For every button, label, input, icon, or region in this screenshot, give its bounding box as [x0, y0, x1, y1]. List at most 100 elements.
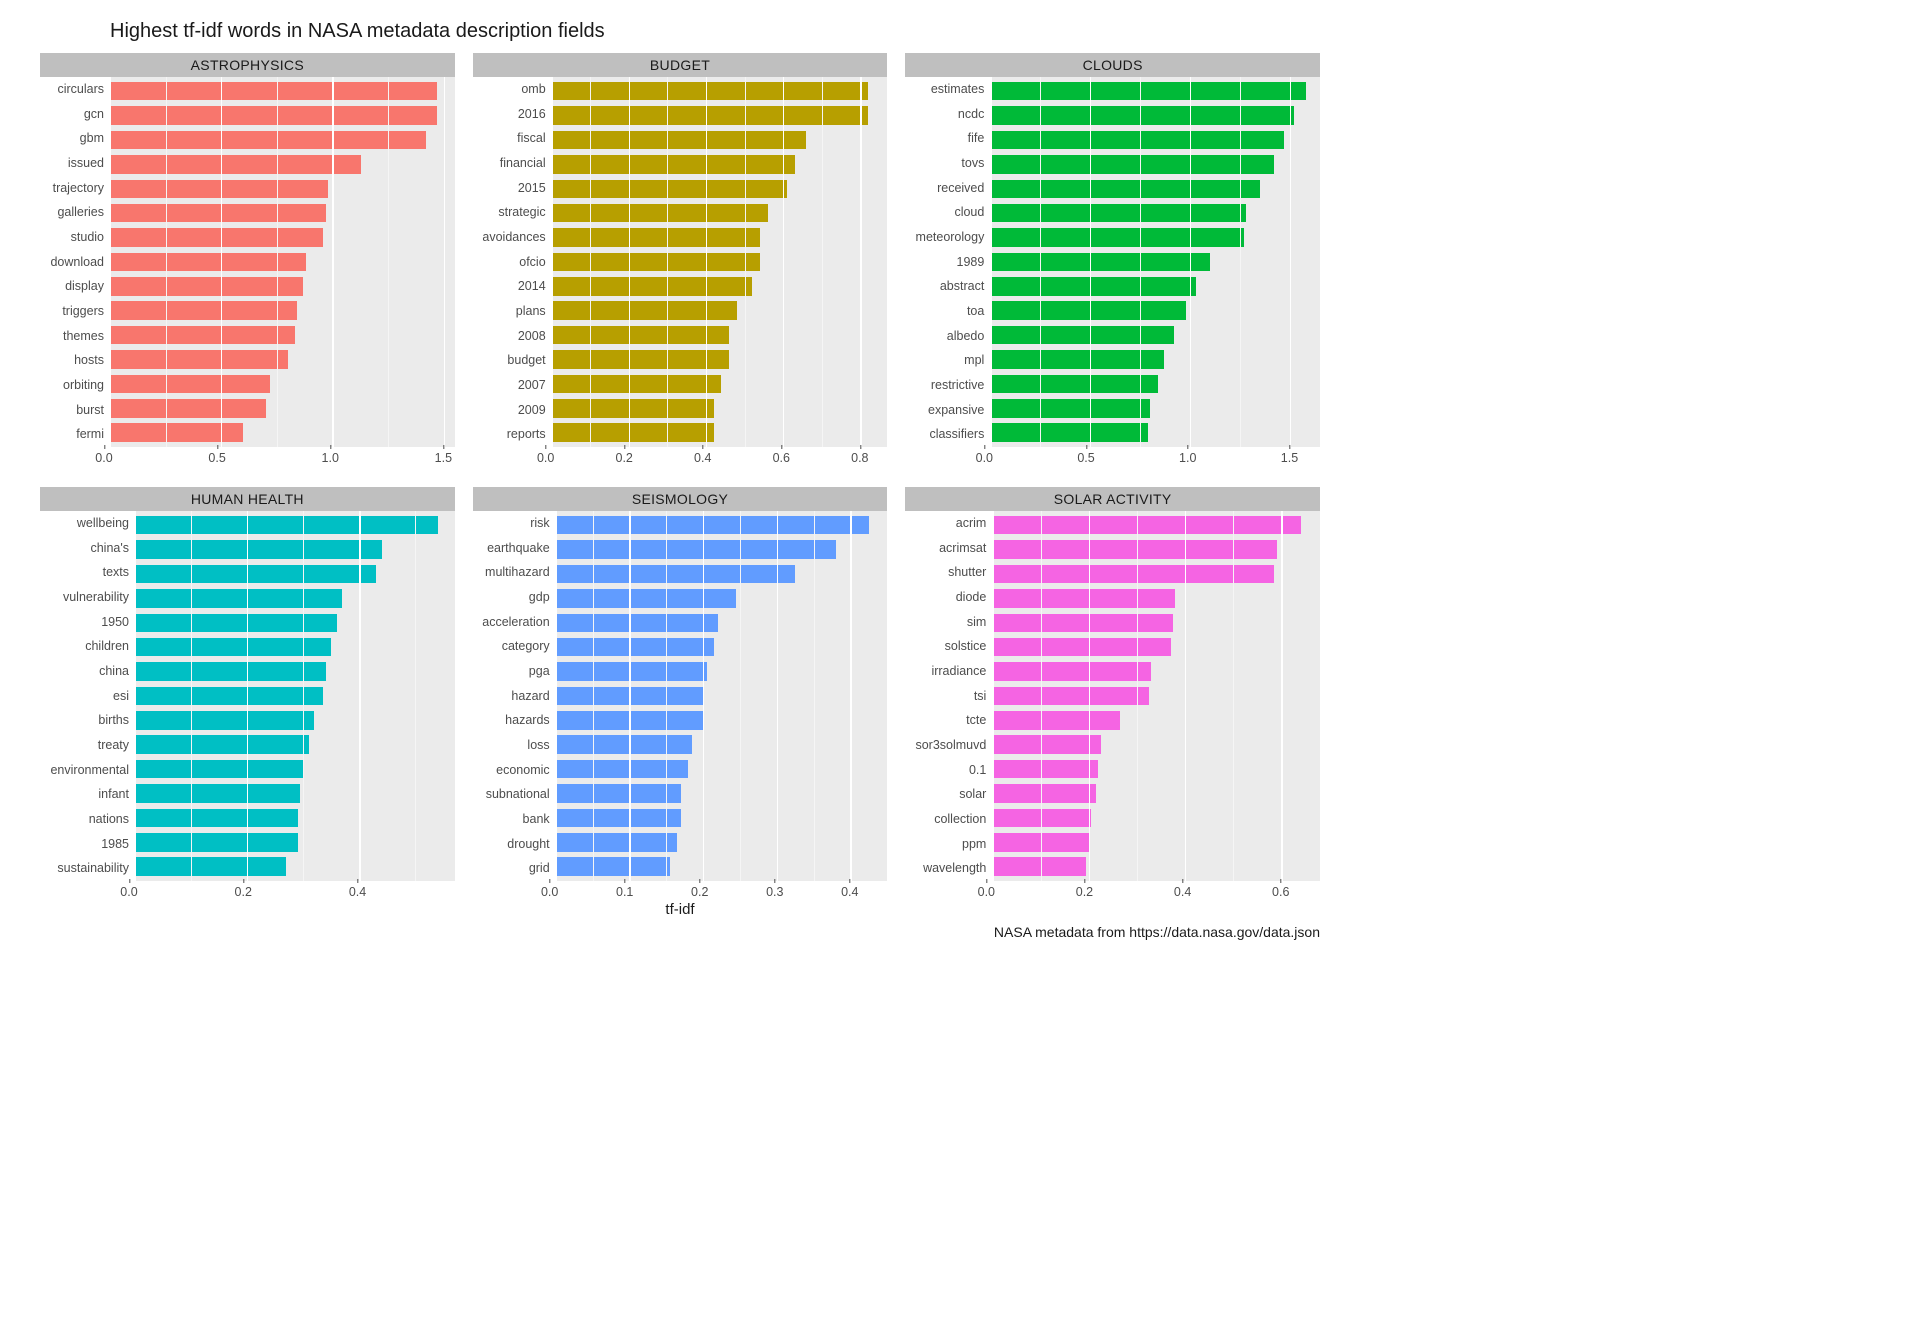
- bar: [135, 711, 314, 730]
- bar: [556, 833, 678, 852]
- bar: [552, 350, 729, 369]
- y-tick-label: gcn: [40, 108, 104, 121]
- plot-area: estimatesncdcfifetovsreceivedcloudmeteor…: [905, 77, 1320, 447]
- bar: [110, 350, 288, 369]
- bar: [552, 131, 807, 150]
- bar: [135, 735, 309, 754]
- x-tick-label: 1.0: [322, 451, 339, 465]
- y-tick-label: ofcio: [473, 256, 546, 269]
- bar: [110, 180, 328, 199]
- bar: [990, 423, 1148, 442]
- x-tick-label: 0.1: [616, 885, 633, 899]
- y-tick-label: orbiting: [40, 379, 104, 392]
- x-tick-label: 0.0: [976, 451, 993, 465]
- bar: [990, 82, 1306, 101]
- y-tick-label: hazards: [473, 714, 550, 727]
- x-tick-label: 0.8: [851, 451, 868, 465]
- y-tick-label: hazard: [473, 690, 550, 703]
- bar: [992, 565, 1274, 584]
- facet-header: SEISMOLOGY: [473, 487, 888, 511]
- bar: [556, 760, 689, 779]
- bars-container: [556, 511, 888, 881]
- y-tick-label: ppm: [905, 838, 986, 851]
- y-tick-label: meteorology: [905, 231, 984, 244]
- x-tick-label: 0.0: [978, 885, 995, 899]
- y-tick-label: loss: [473, 739, 550, 752]
- bar: [990, 204, 1246, 223]
- y-tick-label: expansive: [905, 404, 984, 417]
- bar: [990, 277, 1196, 296]
- facet-panel: SOLAR ACTIVITYacrimacrimsatshutterdiodes…: [905, 487, 1320, 903]
- y-tick-label: issued: [40, 157, 104, 170]
- y-tick-label: sor3solmuvd: [905, 739, 986, 752]
- x-tick-label: 1.0: [1179, 451, 1196, 465]
- y-tick-label: display: [40, 280, 104, 293]
- facet-header: ASTROPHYSICS: [40, 53, 455, 77]
- y-tick-label: fermi: [40, 428, 104, 441]
- bar: [552, 106, 868, 125]
- x-tick-label: 0.5: [1077, 451, 1094, 465]
- bar: [990, 228, 1244, 247]
- bar: [135, 687, 323, 706]
- bar: [556, 540, 836, 559]
- y-tick-label: bank: [473, 813, 550, 826]
- bar: [110, 301, 297, 320]
- x-tick-label: 0.0: [537, 451, 554, 465]
- bar: [552, 155, 795, 174]
- bar: [992, 760, 1098, 779]
- facet-panel: SEISMOLOGYriskearthquakemultihazardgdpac…: [473, 487, 888, 903]
- bar: [135, 760, 303, 779]
- y-tick-label: diode: [905, 591, 986, 604]
- bar: [990, 375, 1158, 394]
- plot-area: wellbeingchina'stextsvulnerability1950ch…: [40, 511, 455, 881]
- y-tick-label: burst: [40, 404, 104, 417]
- bar: [556, 662, 707, 681]
- bars-container: [990, 77, 1320, 447]
- plot-area: omb2016fiscalfinancial2015strategicavoid…: [473, 77, 888, 447]
- bar: [552, 180, 787, 199]
- bar: [110, 277, 303, 296]
- y-tick-label: circulars: [40, 83, 104, 96]
- y-tick-label: esi: [40, 690, 129, 703]
- y-tick-label: classifiers: [905, 428, 984, 441]
- x-tick-label: 0.0: [541, 885, 558, 899]
- y-tick-label: 2016: [473, 108, 546, 121]
- y-tick-label: 1985: [40, 838, 129, 851]
- x-axis: 0.00.20.4: [40, 881, 455, 903]
- bar: [992, 687, 1149, 706]
- bar: [110, 228, 323, 247]
- plot-area: circularsgcngbmissuedtrajectorygalleries…: [40, 77, 455, 447]
- bar: [556, 687, 703, 706]
- y-tick-label: children: [40, 640, 129, 653]
- y-tick-label: infant: [40, 788, 129, 801]
- x-axis: 0.00.10.20.30.4: [473, 881, 888, 903]
- y-tick-label: environmental: [40, 764, 129, 777]
- bar: [556, 516, 869, 535]
- y-tick-label: acceleration: [473, 616, 550, 629]
- y-tick-label: subnational: [473, 788, 550, 801]
- y-tick-label: shutter: [905, 566, 986, 579]
- y-tick-label: plans: [473, 305, 546, 318]
- bar: [552, 301, 737, 320]
- facet-header: HUMAN HEALTH: [40, 487, 455, 511]
- bar: [992, 540, 1276, 559]
- y-tick-label: themes: [40, 330, 104, 343]
- y-axis-labels: riskearthquakemultihazardgdpacceleration…: [473, 511, 556, 881]
- y-tick-label: drought: [473, 838, 550, 851]
- bar: [135, 540, 382, 559]
- bar: [992, 711, 1120, 730]
- y-tick-label: received: [905, 182, 984, 195]
- bar: [992, 833, 1088, 852]
- plot-area: acrimacrimsatshutterdiodesimsolsticeirra…: [905, 511, 1320, 881]
- y-axis-labels: circularsgcngbmissuedtrajectorygalleries…: [40, 77, 110, 447]
- bars-container: [135, 511, 455, 881]
- y-tick-label: tovs: [905, 157, 984, 170]
- bar: [990, 106, 1294, 125]
- y-tick-label: ncdc: [905, 108, 984, 121]
- bar: [556, 857, 670, 876]
- y-tick-label: collection: [905, 813, 986, 826]
- facet-header: BUDGET: [473, 53, 888, 77]
- y-tick-label: reports: [473, 428, 546, 441]
- y-tick-label: solstice: [905, 640, 986, 653]
- x-tick-label: 0.3: [766, 885, 783, 899]
